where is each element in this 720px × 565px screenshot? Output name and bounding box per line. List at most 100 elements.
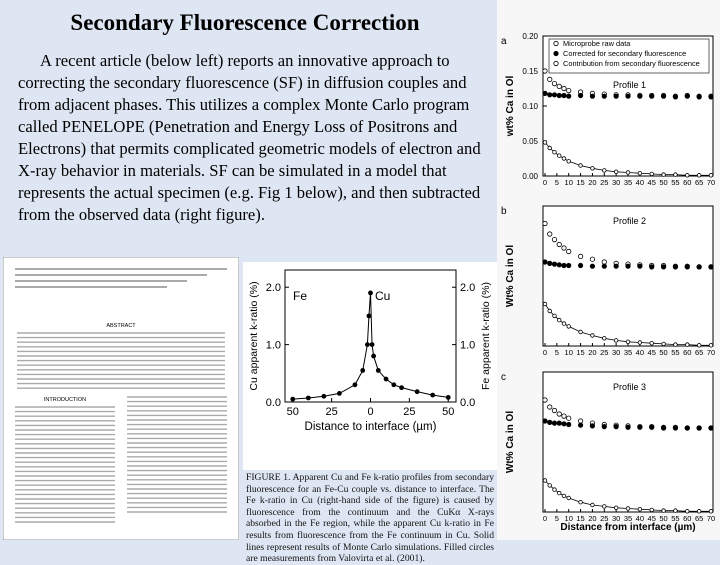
legend-marker	[553, 50, 559, 57]
region-label: Fe	[293, 289, 307, 303]
legend-box	[548, 38, 710, 74]
data-point	[601, 263, 607, 269]
data-point	[547, 231, 553, 237]
data-point	[637, 507, 643, 512]
data-point	[602, 504, 607, 509]
data-point	[290, 396, 296, 402]
data-point	[590, 166, 595, 171]
x-tick-label: 20	[588, 514, 596, 523]
x-tick-label: 65	[695, 514, 703, 523]
data-point	[696, 173, 702, 178]
x-tick-label: 70	[707, 514, 715, 523]
data-point	[368, 290, 373, 296]
data-point	[551, 92, 558, 98]
data-point	[613, 338, 619, 343]
data-point	[590, 502, 595, 508]
data-point	[561, 321, 567, 326]
data-point	[551, 420, 558, 426]
data-point	[708, 94, 714, 100]
figure-caption: FIGURE 1. Apparent Cu and Fe k-ratio pro…	[246, 472, 494, 565]
data-point	[649, 264, 655, 270]
data-point	[613, 93, 619, 99]
y-axis-label: Cu apparent k-ratio (%)	[248, 281, 260, 390]
data-point	[551, 261, 558, 267]
legend-marker	[553, 60, 559, 67]
data-point	[352, 382, 358, 388]
data-point	[371, 353, 377, 359]
data-point	[561, 92, 567, 99]
data-point	[589, 93, 596, 99]
plot-frame	[542, 371, 714, 513]
y-tick-label: 0.0	[266, 397, 281, 409]
plot-frame	[542, 205, 714, 347]
data-point	[561, 262, 567, 269]
x-tick-label: 20	[588, 348, 596, 357]
legend-label: Microprobe raw data	[563, 39, 631, 48]
data-point	[547, 308, 552, 314]
slide: Secondary Fluorescence Correction A rece…	[3, 0, 720, 565]
x-tick-label: 50	[659, 348, 667, 357]
data-point	[601, 93, 607, 99]
data-point	[561, 493, 567, 499]
data-point	[589, 423, 596, 429]
data-point	[696, 343, 702, 348]
data-point	[375, 368, 381, 373]
data-point	[578, 163, 583, 168]
x-tick-label: 5	[555, 178, 559, 187]
x-tick-label: 70	[707, 348, 715, 357]
data-point	[337, 390, 342, 396]
data-point	[602, 336, 607, 341]
data-point	[561, 245, 567, 251]
simulation-line	[292, 292, 449, 400]
data-point	[552, 149, 557, 155]
data-point	[673, 172, 678, 177]
x-tick-label: 0	[543, 348, 547, 357]
data-point	[577, 262, 584, 269]
data-point	[556, 262, 562, 268]
data-point	[684, 93, 690, 99]
data-point	[625, 506, 631, 511]
data-point	[589, 263, 596, 269]
data-point	[399, 385, 404, 391]
x-tick-label: 20	[588, 178, 596, 187]
figure-1: 2.0 1.0 0.0 2.0 1.0 0.0 50 25 0 25 50 Distance to i…	[243, 262, 498, 470]
x-tick-label: 25	[600, 178, 608, 187]
data-point	[445, 395, 451, 400]
data-point	[649, 341, 654, 346]
data-point	[661, 508, 666, 513]
data-point	[625, 93, 631, 99]
data-point	[696, 94, 702, 100]
data-point	[696, 509, 702, 514]
data-point	[551, 407, 558, 414]
x-tick-label: 55	[671, 348, 679, 357]
x-tick-label: 50	[659, 178, 667, 187]
x-tick-label: 25	[403, 406, 415, 418]
x-tick-label: 5	[555, 348, 559, 357]
y2-tick-label: 2.0	[460, 282, 475, 294]
y-tick-label: 2.0	[266, 282, 281, 294]
x-tick-label: 55	[671, 514, 679, 523]
data-point	[557, 153, 562, 158]
data-point	[625, 170, 631, 175]
data-point	[578, 500, 583, 505]
x-tick-label: 50	[659, 514, 667, 523]
x-tick-label: 55	[671, 178, 679, 187]
legend-label: Contribution from secondary fluorescence	[563, 59, 700, 68]
data-point	[637, 263, 643, 269]
x-tick-label: 50	[442, 406, 454, 418]
x-tick-label: 65	[695, 178, 703, 187]
paper-image: ABSTRACT INTRODUCTION	[3, 257, 239, 540]
data-point	[369, 342, 375, 348]
y-tick-label: 0.20	[522, 32, 538, 41]
data-point	[649, 171, 654, 177]
data-point	[542, 220, 548, 227]
paper-page	[3, 257, 239, 540]
data-point	[551, 237, 558, 243]
x-tick-label: 30	[612, 178, 620, 187]
data-point	[566, 324, 571, 329]
data-point	[556, 411, 562, 417]
data-point	[547, 404, 553, 410]
data-point	[577, 418, 584, 424]
y2-axis-label: Fe apparent k-ratio (%)	[480, 282, 492, 390]
x-tick-label: 10	[565, 514, 573, 523]
